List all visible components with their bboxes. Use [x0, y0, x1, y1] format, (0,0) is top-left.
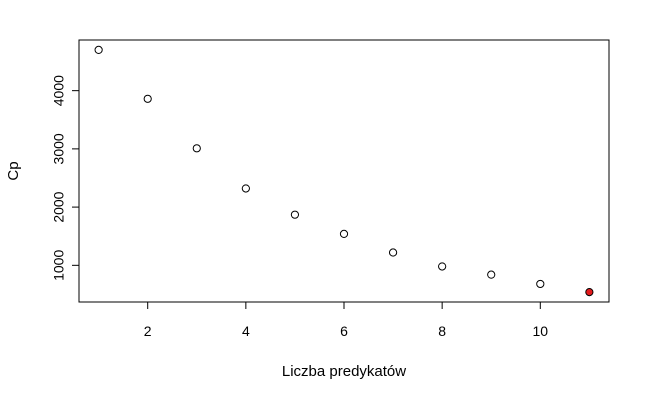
y-tick-label: 3000 — [51, 133, 67, 164]
data-point — [290, 210, 300, 219]
y-tick-label: 4000 — [51, 75, 67, 106]
data-point — [438, 262, 447, 271]
data-point — [192, 144, 201, 153]
x-axis-title: Liczba predykatów — [282, 363, 406, 380]
data-point — [241, 184, 250, 193]
x-axis: 2 4 6 8 10 — [144, 301, 549, 339]
y-tick-label: 1000 — [51, 250, 67, 281]
y-axis: 1000 2000 3000 4000 — [51, 75, 80, 281]
data-points — [94, 45, 594, 297]
x-tick-label: 10 — [533, 323, 549, 339]
x-tick-label: 6 — [340, 323, 348, 339]
data-point — [339, 229, 349, 238]
data-point — [536, 279, 545, 289]
y-axis-title: Cp — [5, 161, 22, 180]
x-tick-label: 8 — [438, 323, 446, 339]
highlighted-data-point — [585, 288, 594, 297]
x-tick-label: 4 — [242, 323, 250, 339]
plot-box — [78, 39, 610, 303]
data-point — [388, 248, 398, 257]
data-point — [94, 45, 103, 54]
y-tick-label: 2000 — [51, 191, 67, 222]
data-point — [487, 270, 496, 279]
x-tick-label: 2 — [144, 323, 152, 339]
data-point — [143, 94, 152, 103]
